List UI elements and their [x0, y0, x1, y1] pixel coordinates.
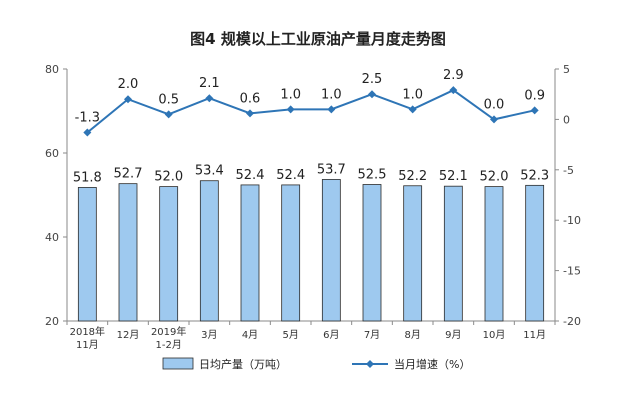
- right-tick-label: 5: [563, 63, 570, 76]
- x-tick-label: 8月: [404, 329, 420, 341]
- right-tick-label: -10: [563, 214, 581, 227]
- x-tick-label: 3月: [201, 329, 217, 341]
- bar: [403, 185, 423, 322]
- bar-value-label: 52.7: [114, 167, 143, 182]
- bar: [484, 186, 504, 322]
- line-point: [246, 109, 254, 118]
- bar-value-label: 52.0: [480, 170, 509, 185]
- line-point: [205, 94, 214, 103]
- left-tick-label: 20: [45, 315, 59, 328]
- line-series: -1.3 2.0 0.5 2.1 0.6 1.0 1.0 2.5 1.0 2.9 0.0 0.9: [75, 68, 545, 137]
- x-tick-label: 5月: [282, 329, 298, 341]
- line-point: [286, 105, 295, 114]
- x-tick-label: 12月: [117, 329, 140, 341]
- legend-line-marker: [366, 360, 374, 368]
- legend-bar-swatch: [162, 357, 194, 370]
- x-tick-label: 2018年: [70, 325, 105, 338]
- line-value-label: 0.6: [240, 91, 261, 106]
- line-value-label: -1.3: [75, 111, 100, 126]
- x-tick-label: 6月: [323, 329, 339, 341]
- bar: [118, 183, 138, 322]
- line-point: [530, 106, 539, 115]
- line-point: [327, 105, 336, 114]
- line-point: [490, 115, 498, 124]
- bar-value-label: 52.4: [276, 168, 305, 183]
- right-tick-label: 0: [563, 113, 570, 126]
- bar-value-label: 53.4: [195, 164, 224, 179]
- bar: [77, 187, 97, 322]
- right-tick-label: -5: [563, 164, 574, 177]
- bar-value-label: 52.2: [398, 169, 427, 184]
- bar-series: 51.8 52.7 52.0 53.4 52.4 52.4 53.7 52.5 52.2 52.1…: [73, 162, 549, 322]
- x-tick-label: 1-2月: [155, 339, 181, 351]
- x-tick-label: 10月: [483, 329, 506, 341]
- bar: [240, 184, 260, 322]
- legend-line-label: 当月增速（%）: [394, 357, 470, 371]
- bar: [321, 179, 341, 322]
- line-value-label: 0.5: [158, 92, 179, 107]
- x-tick-label: 9月: [445, 329, 461, 341]
- bar-value-label: 52.4: [236, 168, 265, 183]
- line-value-label: 2.9: [443, 68, 464, 83]
- bar: [525, 184, 545, 322]
- right-tick-label: -15: [563, 265, 581, 278]
- line-point: [449, 86, 458, 95]
- bar-value-label: 52.5: [358, 168, 387, 183]
- bar-value-label: 52.3: [520, 168, 549, 183]
- line-value-label: 1.0: [321, 87, 342, 102]
- chart-title: 图4 规模以上工业原油产量月度走势图: [190, 30, 446, 48]
- line-point: [124, 95, 132, 104]
- x-tick-label: 2019年: [151, 325, 186, 338]
- line-point: [164, 110, 173, 119]
- x-tick-label: 11月: [523, 329, 546, 341]
- x-tick-label: 4月: [242, 329, 258, 341]
- line-value-label: 2.5: [362, 72, 383, 87]
- line-value-label: 2.0: [118, 77, 139, 92]
- bar: [159, 186, 179, 322]
- legend: 日均产量（万吨） 当月增速（%）: [162, 357, 470, 371]
- bar-value-label: 52.0: [154, 170, 183, 185]
- bar: [281, 184, 301, 322]
- bar-value-label: 51.8: [73, 170, 102, 185]
- bar-value-label: 52.1: [439, 169, 468, 184]
- bar-value-label: 53.7: [317, 162, 346, 177]
- left-tick-label: 40: [45, 231, 59, 244]
- line-point: [83, 128, 92, 137]
- line-value-label: 1.0: [280, 87, 301, 102]
- line-value-label: 2.1: [199, 76, 220, 91]
- x-tick-label: 7月: [364, 329, 380, 341]
- left-tick-label: 80: [45, 63, 59, 76]
- bar: [199, 180, 219, 322]
- line-value-label: 0.9: [524, 88, 545, 103]
- growth-line: [86, 89, 535, 134]
- line-point: [408, 105, 417, 114]
- left-tick-label: 60: [45, 147, 59, 160]
- line-point: [368, 90, 376, 99]
- bar: [443, 185, 463, 322]
- bar: [362, 184, 382, 322]
- legend-bar-label: 日均产量（万吨）: [199, 357, 287, 371]
- x-tick-label: 11月: [76, 339, 99, 351]
- line-value-label: 0.0: [484, 97, 505, 112]
- right-tick-label: -20: [563, 315, 581, 328]
- line-value-label: 1.0: [402, 87, 423, 102]
